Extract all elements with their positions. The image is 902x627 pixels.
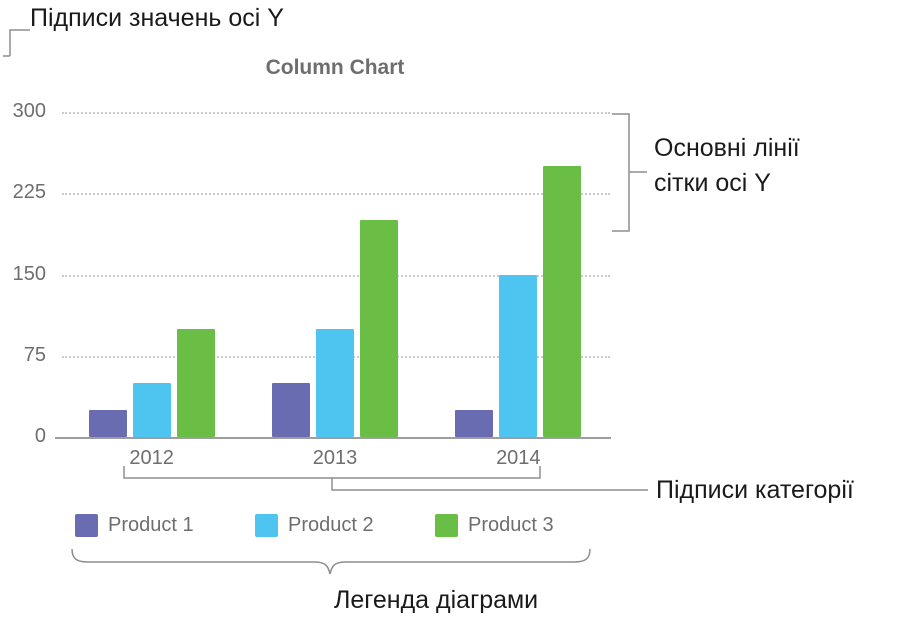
y-gridline-225 <box>62 193 610 196</box>
annotation-category-labels: Підписи категорії <box>656 476 854 504</box>
y-tick-label-150: 150 <box>12 262 46 285</box>
bar-2014-product-1 <box>455 409 494 437</box>
legend-label: Product 1 <box>108 514 194 536</box>
y-tick-label-300: 300 <box>12 100 46 122</box>
annotation-gridlines-line1: Основні лінії <box>654 134 800 162</box>
chart-legend: Product 1 Product 2 Product 3 <box>0 514 650 544</box>
plot-area <box>55 112 611 439</box>
annotation-gridlines-line2: сітки осі Y <box>654 169 771 197</box>
legend-item-product-3: Product 3 <box>435 514 554 537</box>
legend-item-product-1: Product 1 <box>75 514 194 537</box>
category-label-2014: 2014 <box>496 447 541 469</box>
legend-swatch <box>255 514 278 537</box>
legend-callout-brace <box>71 548 591 575</box>
y-tick-label-0: 0 <box>34 425 46 447</box>
category-axis-labels: 2012 2013 2014 <box>60 447 610 473</box>
legend-label: Product 3 <box>468 514 554 536</box>
gridlines-callout-bracket <box>612 113 647 232</box>
bar-2012-product-2 <box>132 382 171 437</box>
x-axis-baseline <box>55 437 611 439</box>
bar-2013-product-1 <box>272 382 310 437</box>
category-label-2012: 2012 <box>129 447 174 469</box>
bar-2014-product-2 <box>499 274 538 437</box>
annotation-chart-legend: Легенда діаграми <box>334 586 539 614</box>
chart-title: Column Chart <box>265 56 405 79</box>
bar-2013-product-2 <box>316 328 354 437</box>
y-tick-label-225: 225 <box>12 181 46 204</box>
legend-item-product-2: Product 2 <box>255 514 374 537</box>
y-labels-callout-bracket <box>3 29 30 57</box>
bar-2012-product-3 <box>176 328 215 437</box>
bar-2014-product-3 <box>543 166 582 437</box>
y-gridline-150 <box>62 274 610 277</box>
y-gridline-300 <box>62 112 610 114</box>
bar-2012-product-1 <box>88 409 127 437</box>
category-label-2013: 2013 <box>312 447 358 469</box>
y-tick-label-75: 75 <box>23 343 46 366</box>
bar-2013-product-3 <box>360 220 398 437</box>
y-axis-labels: 0 75 150 225 300 <box>0 100 48 447</box>
annotation-y-value-labels: Підписи значень осі Y <box>30 4 284 32</box>
legend-label: Product 2 <box>288 514 374 536</box>
legend-swatch <box>75 514 98 537</box>
legend-swatch <box>435 514 458 537</box>
